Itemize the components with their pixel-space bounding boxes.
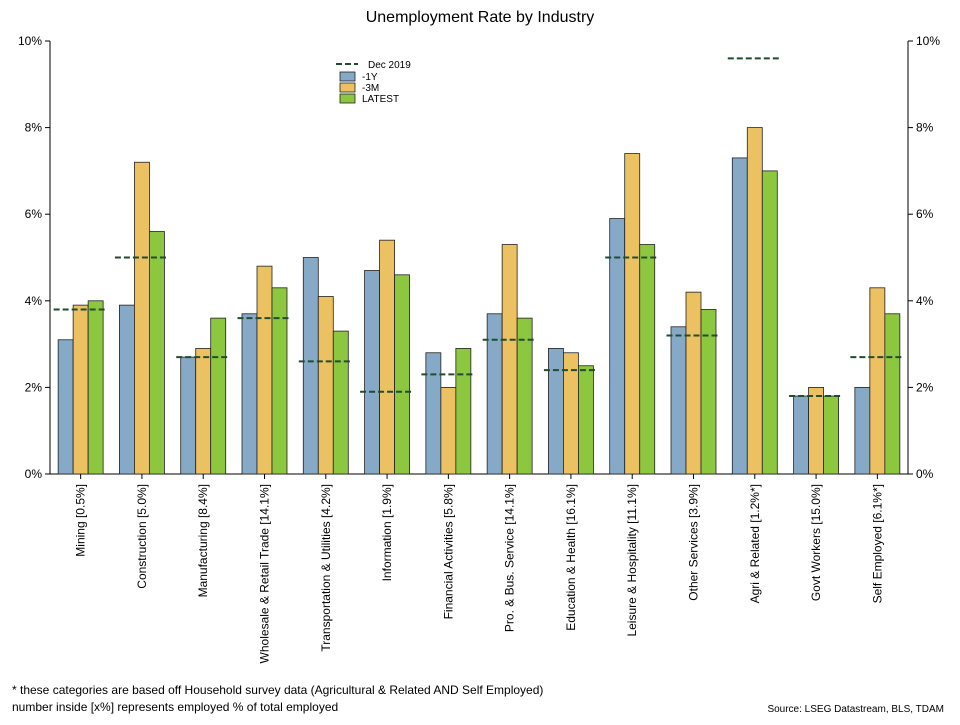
legend-label-1y: -1Y [362, 72, 378, 83]
bar-3m-11 [746, 127, 763, 475]
y-tick-label-right: 10% [916, 34, 940, 48]
y-tick-label-right: 4% [916, 294, 934, 308]
bar-3m-10 [685, 291, 702, 475]
chart-title: Unemployment Rate by Industry [366, 9, 595, 26]
y-tick-label-left: 6% [25, 207, 43, 221]
bar-1y-8 [548, 348, 564, 475]
x-tick-label: Govt Workers [15.0%] [809, 484, 823, 601]
bar-1y-3 [241, 313, 258, 475]
bar-latest-0 [87, 300, 104, 475]
source-note: Source: LSEG Datastream, BLS, TDAM [767, 704, 944, 715]
bar-latest-5 [394, 274, 410, 475]
bar-3m-2 [195, 348, 212, 475]
bar-latest-9 [639, 244, 656, 475]
bar-3m-13 [869, 287, 886, 475]
x-tick-label: Construction [5.0%] [135, 484, 149, 589]
bar-latest-12 [823, 395, 839, 475]
x-tick-label: Wholesale & Retail Trade [14.1%] [258, 484, 272, 663]
bar-latest-1 [149, 231, 165, 475]
bar-3m-4 [317, 296, 334, 475]
bar-latest-11 [761, 170, 778, 475]
bar-latest-10 [700, 309, 717, 475]
bar-1y-2 [180, 356, 197, 475]
bar-3m-0 [72, 304, 89, 475]
x-tick-label: Self Employed [6.1%*] [870, 484, 884, 603]
legend-label-3m: -3M [362, 83, 379, 94]
legend-label-latest: LATEST [362, 94, 399, 105]
y-tick-label-right: 2% [916, 380, 934, 394]
bar-1y-12 [793, 395, 809, 475]
y-tick-label-left: 10% [18, 34, 42, 48]
legend-label-dec2019: Dec 2019 [368, 60, 411, 71]
x-tick-label: Financial Activities [5.8%] [441, 484, 455, 619]
y-tick-label-right: 6% [916, 207, 934, 221]
bar-1y-5 [364, 270, 380, 475]
x-tick-label: Pro. & Bus. Service [14.1%] [503, 484, 517, 632]
bar-1y-6 [425, 352, 442, 475]
bar-3m-5 [379, 239, 395, 475]
footnote-household: * these categories are based off Househo… [12, 683, 544, 697]
bar-1y-11 [731, 157, 748, 475]
x-tick-label: Agri & Related [1.2%*] [748, 484, 762, 603]
bar-3m-6 [440, 386, 457, 475]
bar-latest-2 [210, 317, 227, 475]
x-tick-label: Other Services [3.9%] [687, 484, 701, 601]
y-tick-label-left: 0% [25, 467, 43, 481]
bar-latest-6 [455, 348, 472, 475]
bar-latest-8 [578, 365, 594, 475]
bar-latest-4 [332, 330, 349, 475]
bar-1y-7 [486, 313, 503, 475]
bar-latest-13 [884, 313, 901, 475]
x-tick-label: Leisure & Hospitality [11.1%] [625, 484, 639, 637]
bar-1y-10 [670, 326, 687, 475]
legend-swatch-3m [339, 82, 356, 93]
bar-1y-13 [854, 386, 871, 475]
bar-3m-1 [134, 161, 150, 475]
bar-1y-0 [57, 339, 74, 475]
x-tick-label: Education & Health [16.1%] [564, 484, 578, 631]
y-tick-label-right: 0% [916, 467, 934, 481]
bar-3m-7 [501, 244, 518, 475]
y-tick-label-left: 2% [25, 380, 43, 394]
y-tick-label-right: 8% [916, 121, 934, 135]
bar-3m-3 [256, 265, 273, 475]
legend-swatch-1y [339, 71, 356, 82]
bar-latest-7 [516, 317, 533, 475]
x-tick-label: Mining [0.5%] [74, 484, 88, 557]
x-tick-label: Manufacturing [8.4%] [196, 484, 210, 597]
bar-latest-3 [271, 287, 288, 475]
y-tick-label-left: 4% [25, 294, 43, 308]
bar-1y-4 [302, 257, 319, 475]
x-tick-label: Information [1.9%] [380, 484, 394, 581]
bar-3m-9 [624, 153, 641, 475]
legend-swatch-latest [339, 93, 356, 104]
footnote-employed-share: number inside [x%] represents employed %… [12, 700, 339, 714]
x-tick-label: Transportation & Utilities [4.2%] [319, 484, 333, 652]
y-tick-label-left: 8% [25, 121, 43, 135]
bar-1y-1 [119, 304, 135, 475]
bar-3m-12 [808, 386, 824, 475]
